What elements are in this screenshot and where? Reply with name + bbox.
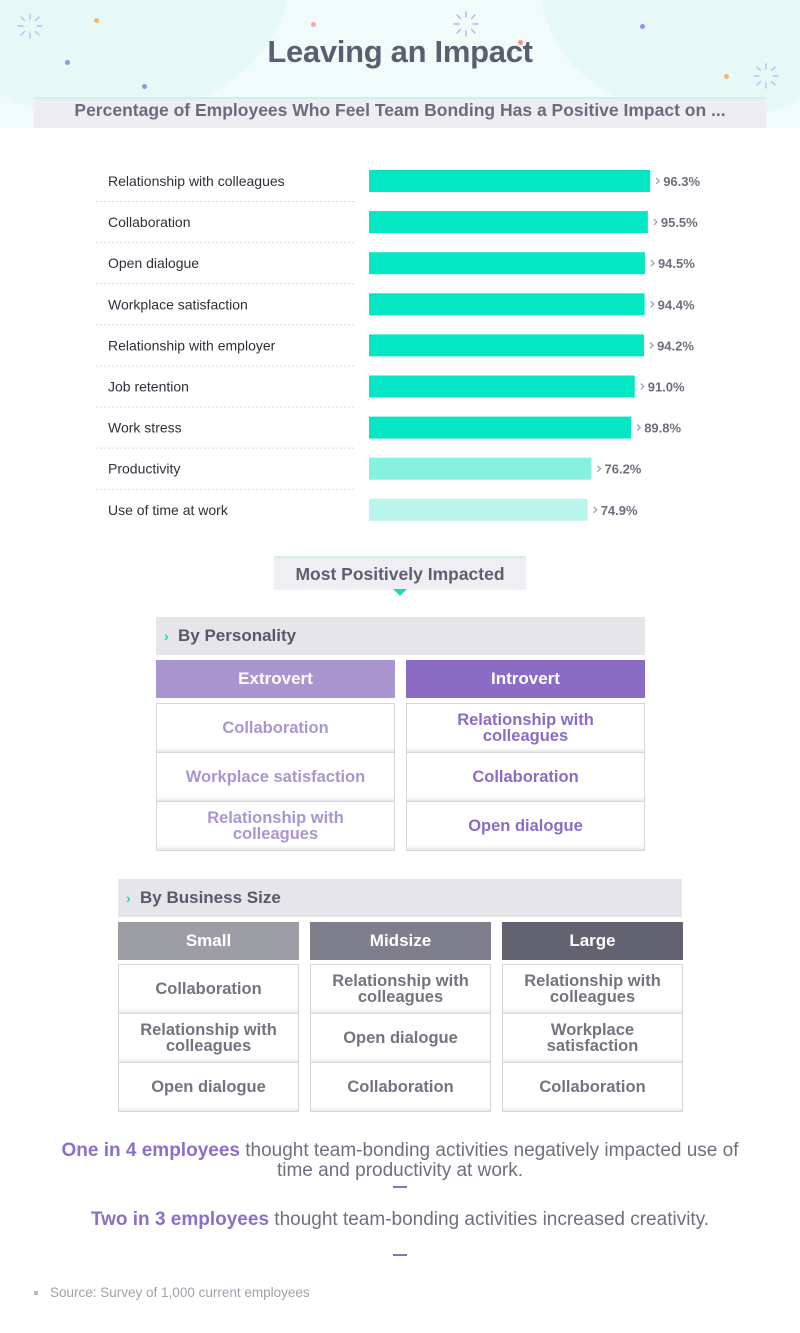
chevron-right-icon bbox=[650, 259, 655, 267]
value-label: 96.3% bbox=[663, 174, 700, 189]
large-header: Large bbox=[502, 922, 683, 960]
midsize-item: Open dialogue bbox=[310, 1013, 491, 1063]
decor-dot bbox=[94, 18, 99, 23]
chevron-right-icon bbox=[653, 218, 658, 226]
category-label: Job retention bbox=[108, 379, 189, 395]
value-label: 94.2% bbox=[657, 338, 694, 353]
divider bbox=[393, 1186, 407, 1188]
down-arrow-icon bbox=[393, 589, 407, 596]
source-text: Source: Survey of 1,000 current employee… bbox=[50, 1285, 310, 1300]
stat-note: One in 4 employees thought team-bonding … bbox=[60, 1141, 740, 1181]
personality-group-header: › By Personality bbox=[156, 617, 645, 655]
section-heading: Most Positively Impacted bbox=[274, 556, 526, 590]
bullet-icon bbox=[34, 1291, 38, 1296]
bar bbox=[369, 293, 645, 316]
decor-dot bbox=[518, 40, 523, 45]
value-label: 76.2% bbox=[605, 462, 642, 477]
category-label: Relationship with employer bbox=[108, 337, 276, 353]
category-label: Productivity bbox=[108, 461, 180, 477]
large-item: Relationship with colleagues bbox=[502, 964, 683, 1014]
large-item: Collaboration bbox=[502, 1062, 683, 1112]
chevron-right-icon: › bbox=[126, 890, 131, 906]
midsize-item: Collaboration bbox=[310, 1062, 491, 1112]
category-label: Collaboration bbox=[108, 214, 191, 230]
extrovert-header: Extrovert bbox=[156, 660, 395, 698]
business-size-group-title: By Business Size bbox=[140, 888, 281, 907]
value-label: 94.5% bbox=[658, 256, 695, 271]
value-label: 89.8% bbox=[644, 421, 681, 436]
sparkle-icon bbox=[453, 11, 479, 37]
category-label: Workplace satisfaction bbox=[108, 296, 248, 312]
decor-dot bbox=[142, 84, 147, 89]
stat-note-highlight: Two in 3 employees bbox=[90, 1209, 270, 1230]
chevron-right-icon bbox=[650, 300, 655, 308]
small-item: Open dialogue bbox=[118, 1062, 299, 1112]
chevron-right-icon bbox=[636, 424, 642, 432]
small-header: Small bbox=[118, 922, 299, 960]
category-label: Use of time at work bbox=[108, 502, 229, 518]
decor-dot bbox=[311, 22, 316, 27]
bar bbox=[369, 498, 588, 521]
category-label: Open dialogue bbox=[108, 255, 199, 271]
chevron-right-icon bbox=[640, 383, 645, 390]
decor-dot bbox=[65, 60, 70, 65]
chart-subtitle: Percentage of Employees Who Feel Team Bo… bbox=[74, 100, 726, 120]
category-label: Relationship with colleagues bbox=[108, 173, 285, 189]
extrovert-item: Workplace satisfaction bbox=[156, 752, 395, 802]
page-title: Leaving an Impact bbox=[267, 34, 533, 69]
introvert-header: Introvert bbox=[406, 660, 645, 698]
stat-note-highlight: One in 4 employees bbox=[61, 1140, 240, 1161]
source-note: Source: Survey of 1,000 current employee… bbox=[34, 1285, 310, 1300]
bar bbox=[369, 375, 635, 398]
category-label: Work stress bbox=[108, 420, 182, 436]
decor-dot bbox=[640, 24, 645, 29]
bar-chart: Relationship with colleagues 96.3% Collabo… bbox=[96, 170, 700, 521]
value-label: 94.4% bbox=[658, 297, 695, 312]
chevron-right-icon bbox=[655, 177, 661, 185]
midsize-item: Relationship with colleagues bbox=[310, 964, 491, 1014]
small-item: Relationship with colleagues bbox=[118, 1013, 299, 1063]
chevron-right-icon bbox=[597, 465, 602, 473]
bar bbox=[369, 170, 651, 192]
value-label: 91.0% bbox=[648, 380, 685, 395]
divider bbox=[393, 1254, 407, 1256]
bar bbox=[369, 334, 645, 357]
introvert-item: Open dialogue bbox=[406, 801, 645, 851]
midsize-header: Midsize bbox=[310, 922, 491, 960]
sparkle-icon bbox=[17, 13, 43, 39]
value-label: 95.5% bbox=[661, 215, 698, 230]
bar bbox=[369, 416, 632, 439]
small-item: Collaboration bbox=[118, 964, 299, 1014]
personality-group-title: By Personality bbox=[178, 626, 297, 645]
introvert-item: Relationship with colleagues bbox=[406, 703, 645, 753]
value-label: 74.9% bbox=[601, 503, 638, 518]
stat-note: Two in 3 employees thought team-bonding … bbox=[60, 1210, 740, 1230]
bar bbox=[369, 211, 648, 234]
chevron-right-icon bbox=[649, 341, 654, 349]
extrovert-item: Relationship with colleagues bbox=[156, 801, 395, 851]
business-size-group-header: › By Business Size bbox=[118, 879, 682, 917]
large-item: Workplace satisfaction bbox=[502, 1013, 683, 1063]
subtitle-band bbox=[34, 97, 766, 128]
bar bbox=[369, 457, 592, 480]
introvert-item: Collaboration bbox=[406, 752, 645, 802]
stat-note-text: thought team-bonding activities increase… bbox=[269, 1209, 710, 1230]
bar bbox=[369, 252, 645, 275]
sparkle-icon bbox=[753, 63, 779, 89]
extrovert-item: Collaboration bbox=[156, 703, 395, 753]
chevron-right-icon: › bbox=[164, 628, 169, 644]
decor-dot bbox=[724, 74, 729, 79]
chevron-right-icon bbox=[593, 506, 598, 514]
stat-note-text: thought team-bonding activities negative… bbox=[239, 1140, 739, 1181]
